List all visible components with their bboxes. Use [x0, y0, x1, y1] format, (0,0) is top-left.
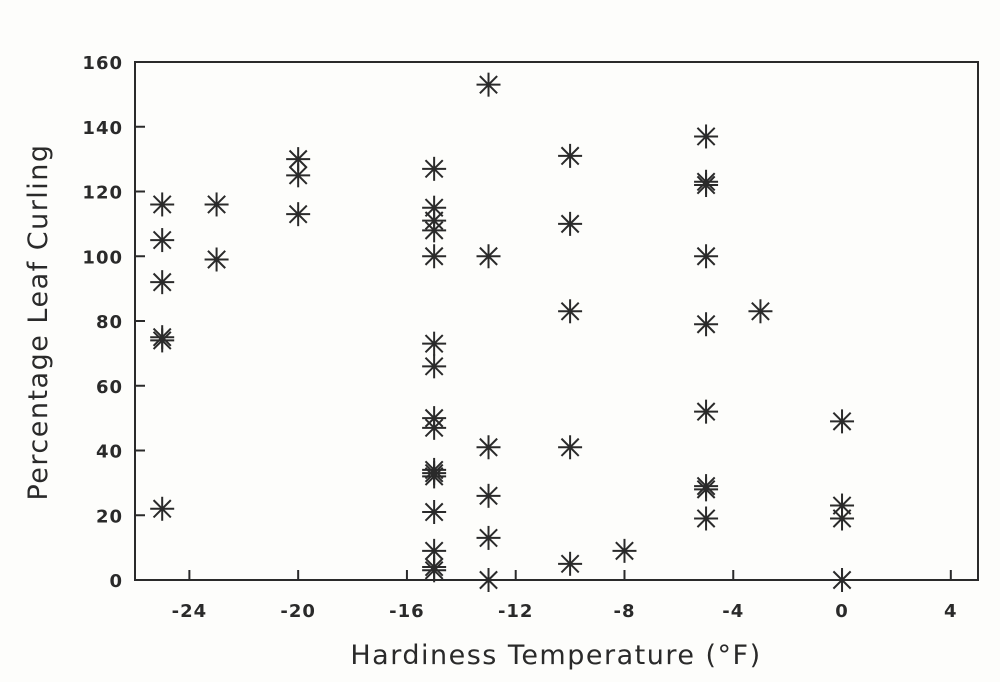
data-point: [422, 415, 447, 440]
data-point: [558, 211, 583, 236]
y-tick-label: 0: [109, 571, 123, 592]
data-point: [694, 173, 719, 198]
data-point: [694, 312, 719, 337]
data-point: [476, 72, 501, 97]
data-point: [286, 163, 311, 188]
x-tick-label: -8: [613, 601, 635, 622]
data-point: [694, 399, 719, 424]
data-point: [558, 435, 583, 460]
data-point: [422, 500, 447, 525]
data-point: [694, 506, 719, 531]
y-tick-label: 20: [96, 506, 123, 527]
data-point: [476, 435, 501, 460]
data-point: [150, 496, 175, 521]
data-point: [830, 493, 855, 518]
data-point: [286, 202, 311, 227]
y-tick-label: 100: [82, 247, 123, 268]
data-point: [422, 244, 447, 269]
y-tick-label: 160: [82, 53, 123, 74]
x-tick-label: -24: [172, 601, 208, 622]
data-point: [476, 244, 501, 269]
x-tick-label: -4: [722, 601, 744, 622]
data-point: [150, 328, 175, 353]
data-point: [694, 124, 719, 149]
data-point: [422, 464, 447, 489]
data-point: [830, 409, 855, 434]
data-point: [558, 299, 583, 324]
data-point: [694, 244, 719, 269]
data-point: [558, 143, 583, 168]
x-tick-label: 0: [835, 601, 849, 622]
y-axis-label: Percentage Leaf Curling: [23, 143, 54, 500]
data-point: [286, 147, 311, 172]
data-point: [204, 192, 229, 217]
y-tick-label: 60: [96, 377, 123, 398]
x-tick-label: -16: [389, 601, 425, 622]
data-point: [476, 568, 501, 592]
x-tick-label: -20: [280, 601, 316, 622]
data-point: [476, 525, 501, 550]
y-tick-label: 120: [82, 183, 123, 204]
data-point: [612, 538, 637, 563]
data-point: [422, 218, 447, 243]
x-axis-label: Hardiness Temperature (°F): [350, 640, 761, 671]
data-point: [422, 331, 447, 356]
data-point: [150, 270, 175, 295]
y-tick-label: 80: [96, 312, 123, 333]
data-point: [476, 483, 501, 508]
x-tick-label: -12: [498, 601, 534, 622]
x-tick-label: 4: [944, 601, 958, 622]
data-point: [830, 568, 855, 592]
data-point: [748, 299, 773, 324]
data-point: [558, 551, 583, 576]
plot-frame: [134, 61, 979, 581]
data-point: [204, 247, 229, 272]
y-tick-label: 40: [96, 442, 123, 463]
data-point: [150, 228, 175, 253]
data-point: [422, 354, 447, 379]
data-point: [694, 477, 719, 502]
data-point: [422, 558, 447, 583]
data-point: [830, 506, 855, 531]
data-point: [150, 192, 175, 217]
y-tick-label: 140: [82, 118, 123, 139]
data-point: [422, 156, 447, 181]
